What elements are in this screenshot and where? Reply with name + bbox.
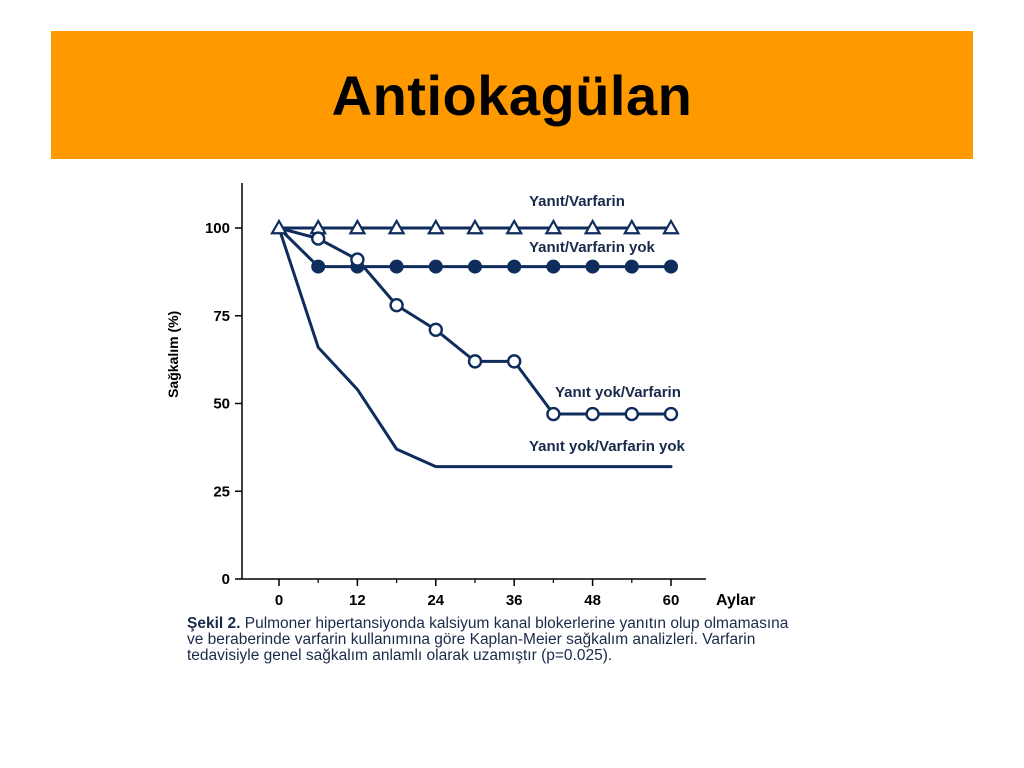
- x-axis-label: Aylar: [716, 592, 755, 609]
- marker-open-triangle: [387, 218, 406, 235]
- marker-filled-circle: [546, 259, 561, 274]
- slide-title: Antiokagülan: [331, 63, 693, 127]
- marker-open-triangle: [270, 218, 288, 235]
- marker-filled-circle: [389, 259, 404, 274]
- title-bar: Antiokagülan: [51, 31, 973, 159]
- marker-open-circle: [428, 322, 443, 337]
- marker-open-circle: [310, 231, 326, 246]
- survival-chart: 0 25 50 75 100 0 12 24 36 48 60 Aylar Sağkalım (%) Ya…: [165, 183, 755, 609]
- marker-open-circle: [585, 406, 600, 422]
- marker-filled-circle: [428, 259, 443, 274]
- marker-open-circle: [350, 252, 365, 267]
- marker-open-circle: [389, 298, 404, 313]
- series-yanit-varfarin-label: Yanıt/Varfarin: [529, 193, 625, 210]
- marker-filled-circle: [664, 259, 678, 274]
- marker-open-triangle: [348, 218, 367, 235]
- y-tick-label: 75: [213, 308, 230, 325]
- marker-open-triangle: [466, 218, 484, 235]
- marker-open-triangle: [662, 218, 680, 235]
- series-yanit-yok-varfarin-yok-line: [277, 226, 673, 469]
- caption-text: Pulmoner hipertansiyonda kalsiyum kanal …: [187, 615, 789, 664]
- y-tick-label: 0: [222, 571, 230, 588]
- series-yanit-yok-varfarin-label: Yanıt yok/Varfarin: [555, 384, 681, 401]
- marker-filled-circle: [507, 259, 522, 274]
- y-axis-label: Sağkalım (%): [165, 311, 181, 398]
- marker-filled-circle: [585, 259, 600, 274]
- marker-open-circle: [546, 406, 561, 422]
- x-tick-label: 24: [427, 592, 444, 609]
- marker-open-triangle: [622, 218, 641, 235]
- x-tick-label: 0: [275, 592, 283, 609]
- series-yanit-varfarin-yok-label: Yanıt/Varfarin yok: [529, 239, 656, 256]
- marker-open-circle: [467, 354, 483, 369]
- x-tick-label: 12: [349, 592, 366, 609]
- y-tick-label: 50: [213, 396, 230, 413]
- marker-open-circle: [507, 354, 522, 369]
- marker-open-triangle: [583, 218, 602, 235]
- series-yanit-yok-varfarin-yok-label: Yanıt yok/Varfarin yok: [529, 438, 686, 455]
- figure-caption: Şekil 2. Pulmoner hipertansiyonda kalsiy…: [187, 616, 807, 664]
- y-tick-label: 25: [213, 483, 230, 500]
- marker-open-circle: [624, 406, 639, 422]
- caption-label: Şekil 2.: [187, 615, 241, 632]
- marker-filled-circle: [468, 259, 482, 274]
- x-tick-label: 48: [584, 592, 601, 609]
- y-tick-label: 100: [205, 220, 230, 237]
- marker-filled-circle: [311, 259, 326, 274]
- marker-open-triangle: [426, 218, 445, 235]
- marker-open-triangle: [544, 218, 563, 235]
- x-tick-label: 36: [506, 592, 523, 609]
- x-tick-label: 60: [663, 592, 680, 609]
- marker-open-triangle: [505, 218, 524, 235]
- marker-filled-circle: [624, 259, 639, 274]
- marker-open-circle: [663, 406, 679, 422]
